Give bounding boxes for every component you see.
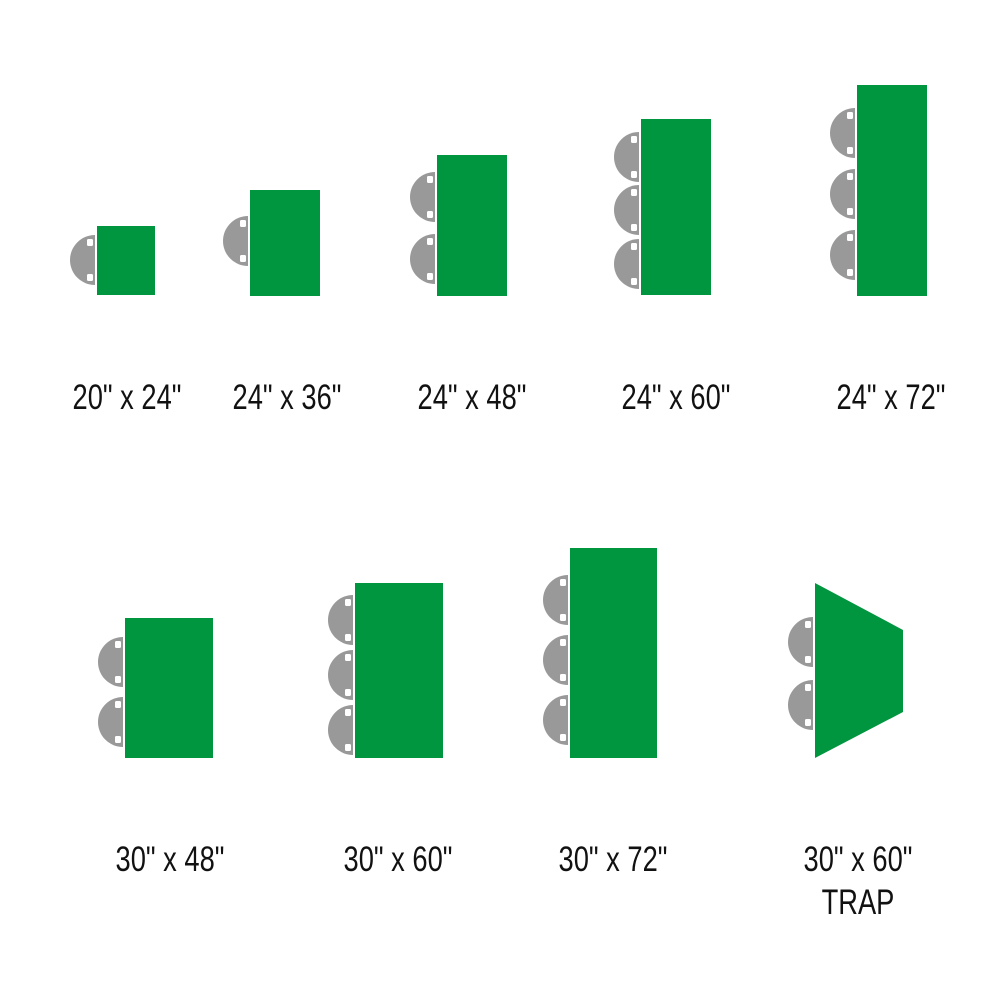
rectangular-table <box>97 226 155 295</box>
chair <box>410 234 435 284</box>
table-label: 20" x 24" <box>72 378 182 417</box>
table-label: 24" x 48" <box>417 378 527 417</box>
table-label: 30" x 60" <box>343 840 453 879</box>
table-label: 30" x 48" <box>115 840 225 879</box>
chair-notch <box>87 274 93 281</box>
chair-notch <box>560 674 566 681</box>
chair-notch <box>631 136 637 143</box>
rectangular-table <box>125 618 213 758</box>
chair-notch <box>427 211 433 218</box>
chair <box>788 617 813 667</box>
chair-notch <box>847 147 853 154</box>
chair <box>830 108 855 158</box>
chair <box>328 650 353 700</box>
chair-notch <box>427 273 433 280</box>
rectangular-table <box>437 155 507 296</box>
chair-notch <box>345 689 351 696</box>
chair-notch <box>345 744 351 751</box>
chair <box>410 172 435 222</box>
chair-notch <box>805 684 811 691</box>
table-label: 30" x 60" <box>803 840 913 879</box>
chair-notch <box>345 709 351 716</box>
chair <box>98 697 123 747</box>
chair <box>98 637 123 687</box>
rectangular-table <box>641 119 711 295</box>
chair-notch <box>847 234 853 241</box>
table-label: 24" x 72" <box>836 378 946 417</box>
chair-notch <box>560 734 566 741</box>
table-label: 24" x 60" <box>621 378 731 417</box>
table-label: 30" x 72" <box>558 840 668 879</box>
chair <box>543 575 568 625</box>
chair-notch <box>805 656 811 663</box>
table-label: 24" x 36" <box>232 378 342 417</box>
chair-notch <box>847 269 853 276</box>
chair-notch <box>631 224 637 231</box>
chair-notch <box>427 176 433 183</box>
chair-notch <box>560 639 566 646</box>
chair-notch <box>560 579 566 586</box>
chair <box>70 235 95 285</box>
chair-notch <box>240 220 246 227</box>
table-sublabel: TRAP <box>821 883 895 922</box>
chair <box>614 239 639 289</box>
chair <box>543 695 568 745</box>
chair-notch <box>805 621 811 628</box>
chair-notch <box>560 614 566 621</box>
rectangular-table <box>355 583 443 758</box>
chair-notch <box>115 676 121 683</box>
chair <box>614 185 639 235</box>
rectangular-table <box>250 190 320 296</box>
chair <box>543 635 568 685</box>
rectangular-table <box>570 548 657 758</box>
chair-notch <box>847 112 853 119</box>
chair <box>223 216 248 266</box>
chair <box>614 132 639 182</box>
chair-notch <box>345 654 351 661</box>
chair-notch <box>240 255 246 262</box>
chair-notch <box>631 189 637 196</box>
chair <box>788 680 813 730</box>
chair-notch <box>560 699 566 706</box>
chair-notch <box>847 173 853 180</box>
chair <box>830 169 855 219</box>
chair <box>328 705 353 755</box>
chair-notch <box>345 599 351 606</box>
chair-notch <box>115 736 121 743</box>
chair-notch <box>631 278 637 285</box>
trapezoid-table <box>815 583 903 758</box>
chair-notch <box>115 641 121 648</box>
chair-notch <box>631 171 637 178</box>
chair-notch <box>87 239 93 246</box>
chair-notch <box>847 208 853 215</box>
chair-notch <box>427 238 433 245</box>
chair-notch <box>631 243 637 250</box>
chair-notch <box>115 701 121 708</box>
chair-notch <box>345 634 351 641</box>
chair <box>830 230 855 280</box>
rectangular-table <box>857 85 927 296</box>
chair <box>328 595 353 645</box>
chair-notch <box>805 719 811 726</box>
